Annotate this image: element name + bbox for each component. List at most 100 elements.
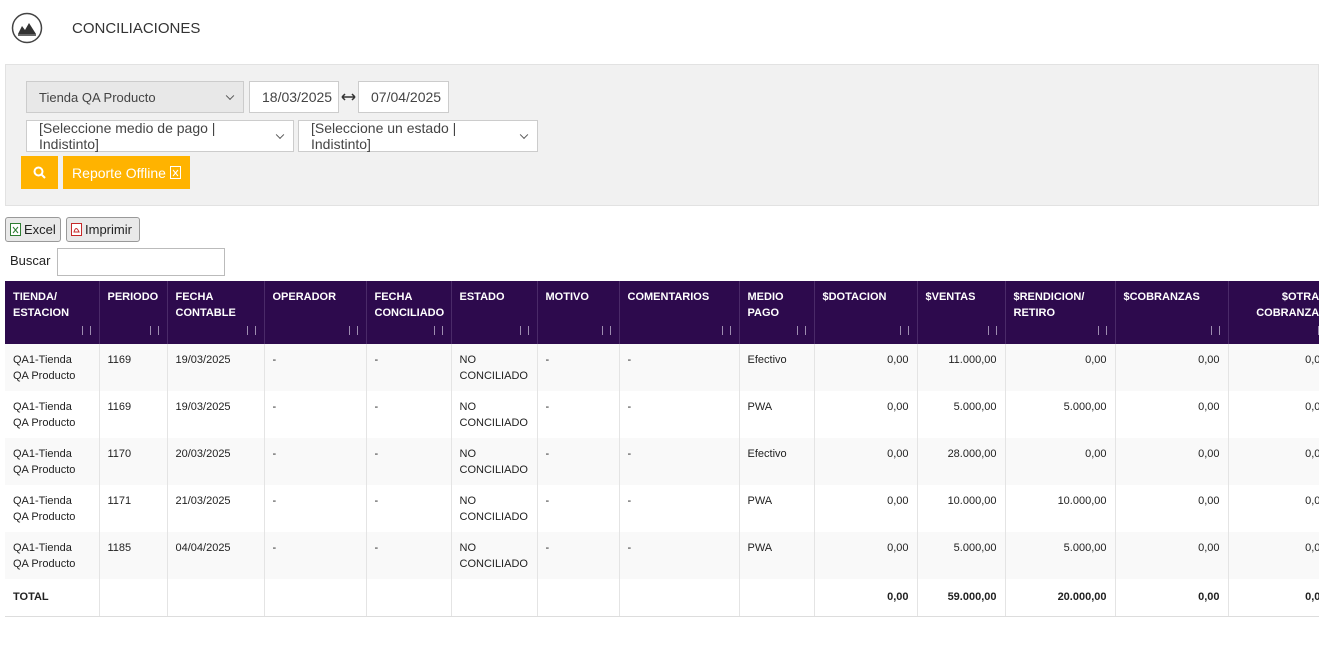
sort-icon[interactable] (721, 326, 731, 335)
table-cell: 5.000,00 (1005, 532, 1116, 579)
total-cell (739, 579, 815, 617)
table-cell: - (366, 438, 452, 485)
sort-icon[interactable] (149, 326, 159, 335)
header-label: OPERADOR (272, 291, 337, 303)
table-cell: - (619, 391, 740, 438)
column-header[interactable]: FECHA CONCILIADO (366, 281, 452, 344)
offline-report-button[interactable]: Reporte Offline (63, 156, 190, 189)
column-header[interactable]: FECHA CONTABLE (167, 281, 265, 344)
table-cell: 1185 (99, 532, 168, 579)
column-header[interactable]: $RENDICION/ RETIRO (1005, 281, 1116, 344)
table-cell: 0,00 (814, 344, 918, 391)
column-header[interactable]: PERIODO (99, 281, 168, 344)
table-cell: 0,00 (1115, 438, 1229, 485)
total-cell (537, 579, 620, 617)
table-row: QA1-Tienda QA Producto 1169 19/03/2025- - NO… (5, 344, 1319, 391)
table-cell: 19/03/2025 (167, 344, 265, 391)
search-icon (33, 166, 46, 179)
column-header[interactable]: MOTIVO (537, 281, 620, 344)
column-header[interactable]: MEDIO PAGO (739, 281, 815, 344)
column-header[interactable]: $VENTAS (917, 281, 1006, 344)
sort-icon[interactable] (987, 326, 997, 335)
column-header[interactable]: $DOTACION (814, 281, 918, 344)
sort-icon[interactable] (1097, 326, 1107, 335)
search-input[interactable] (57, 248, 225, 276)
sort-icon[interactable] (1317, 326, 1319, 335)
table-cell: - (366, 485, 452, 532)
table-cell: 1171 (99, 485, 168, 532)
table-container: TIENDA/ ESTACION PERIODO FECHA CONTABLE OPE… (5, 281, 1319, 621)
sort-icon[interactable] (81, 326, 91, 335)
total-cell: 0,00 (1228, 579, 1319, 617)
sort-icon[interactable] (246, 326, 256, 335)
table-cell: QA1-Tienda QA Producto (5, 391, 100, 438)
column-header[interactable]: $OTRAS COBRANZAS (1228, 281, 1319, 344)
sort-icon[interactable] (899, 326, 909, 335)
header-label: $OTRAS COBRANZAS (1256, 291, 1319, 319)
table-cell: NO CONCILIADO (451, 391, 538, 438)
column-header[interactable]: $COBRANZAS (1115, 281, 1229, 344)
total-cell (99, 579, 168, 617)
sort-icon[interactable] (601, 326, 611, 335)
total-cell: 0,00 (814, 579, 918, 617)
table-cell: 04/04/2025 (167, 532, 265, 579)
table-cell: 1169 (99, 391, 168, 438)
column-header[interactable]: TIENDA/ ESTACION (5, 281, 100, 344)
header-label: MEDIO PAGO (747, 291, 784, 319)
table-cell: - (619, 438, 740, 485)
total-cell: 20.000,00 (1005, 579, 1116, 617)
table-cell: 0,00 (1115, 344, 1229, 391)
print-button[interactable]: Imprimir (66, 217, 140, 242)
table-cell: - (366, 391, 452, 438)
sort-icon[interactable] (519, 326, 529, 335)
table-cell: 10.000,00 (1005, 485, 1116, 532)
status-select[interactable]: [Seleccione un estado | Indistinto] (298, 120, 538, 152)
table-cell: QA1-Tienda QA Producto (5, 438, 100, 485)
table-cell: QA1-Tienda QA Producto (5, 532, 100, 579)
table-cell: PWA (739, 391, 815, 438)
table-cell: 0,00 (1115, 485, 1229, 532)
date-to[interactable]: 07/04/2025 (358, 81, 449, 113)
table-cell: 0,00 (814, 391, 918, 438)
table-cell: - (619, 344, 740, 391)
sort-icon[interactable] (796, 326, 806, 335)
table-cell: QA1-Tienda QA Producto (5, 344, 100, 391)
table-row: QA1-Tienda QA Producto 1185 04/04/2025- - NO… (5, 532, 1319, 579)
table-cell: 0,00 (814, 485, 918, 532)
table-cell: - (264, 438, 367, 485)
page-title: CONCILIACIONES (72, 20, 201, 37)
table-cell: 20/03/2025 (167, 438, 265, 485)
column-header[interactable]: ESTADO (451, 281, 538, 344)
header-label: PERIODO (107, 291, 159, 303)
column-header[interactable]: OPERADOR (264, 281, 367, 344)
column-header[interactable]: COMENTARIOS (619, 281, 740, 344)
table-cell: 0,00 (814, 438, 918, 485)
excel-icon (10, 223, 21, 236)
table-cell: - (537, 344, 620, 391)
sort-icon[interactable] (433, 326, 443, 335)
date-from[interactable]: 18/03/2025 (249, 81, 339, 113)
header-label: FECHA CONTABLE (175, 291, 236, 319)
table-cell: 5.000,00 (917, 532, 1006, 579)
excel-button[interactable]: Excel (5, 217, 61, 242)
table-cell: 19/03/2025 (167, 391, 265, 438)
conciliations-table: TIENDA/ ESTACION PERIODO FECHA CONTABLE OPE… (5, 281, 1319, 617)
total-cell (451, 579, 538, 617)
app-icon (11, 12, 43, 44)
header-label: $DOTACION (822, 291, 887, 303)
search-button[interactable] (21, 156, 58, 189)
total-cell: 0,00 (1115, 579, 1229, 617)
header-label: COMENTARIOS (627, 291, 710, 303)
table-cell: 1170 (99, 438, 168, 485)
sort-icon[interactable] (1210, 326, 1220, 335)
payment-select[interactable]: [Seleccione medio de pago | Indistinto] (26, 120, 294, 152)
excel-icon (169, 166, 181, 179)
sort-icon[interactable] (348, 326, 358, 335)
store-select[interactable]: Tienda QA Producto (26, 81, 244, 113)
header-label: ESTADO (459, 291, 505, 303)
table-cell: - (619, 485, 740, 532)
table-cell: 0,00 (1115, 391, 1229, 438)
table-cell: 0,00 (1005, 438, 1116, 485)
